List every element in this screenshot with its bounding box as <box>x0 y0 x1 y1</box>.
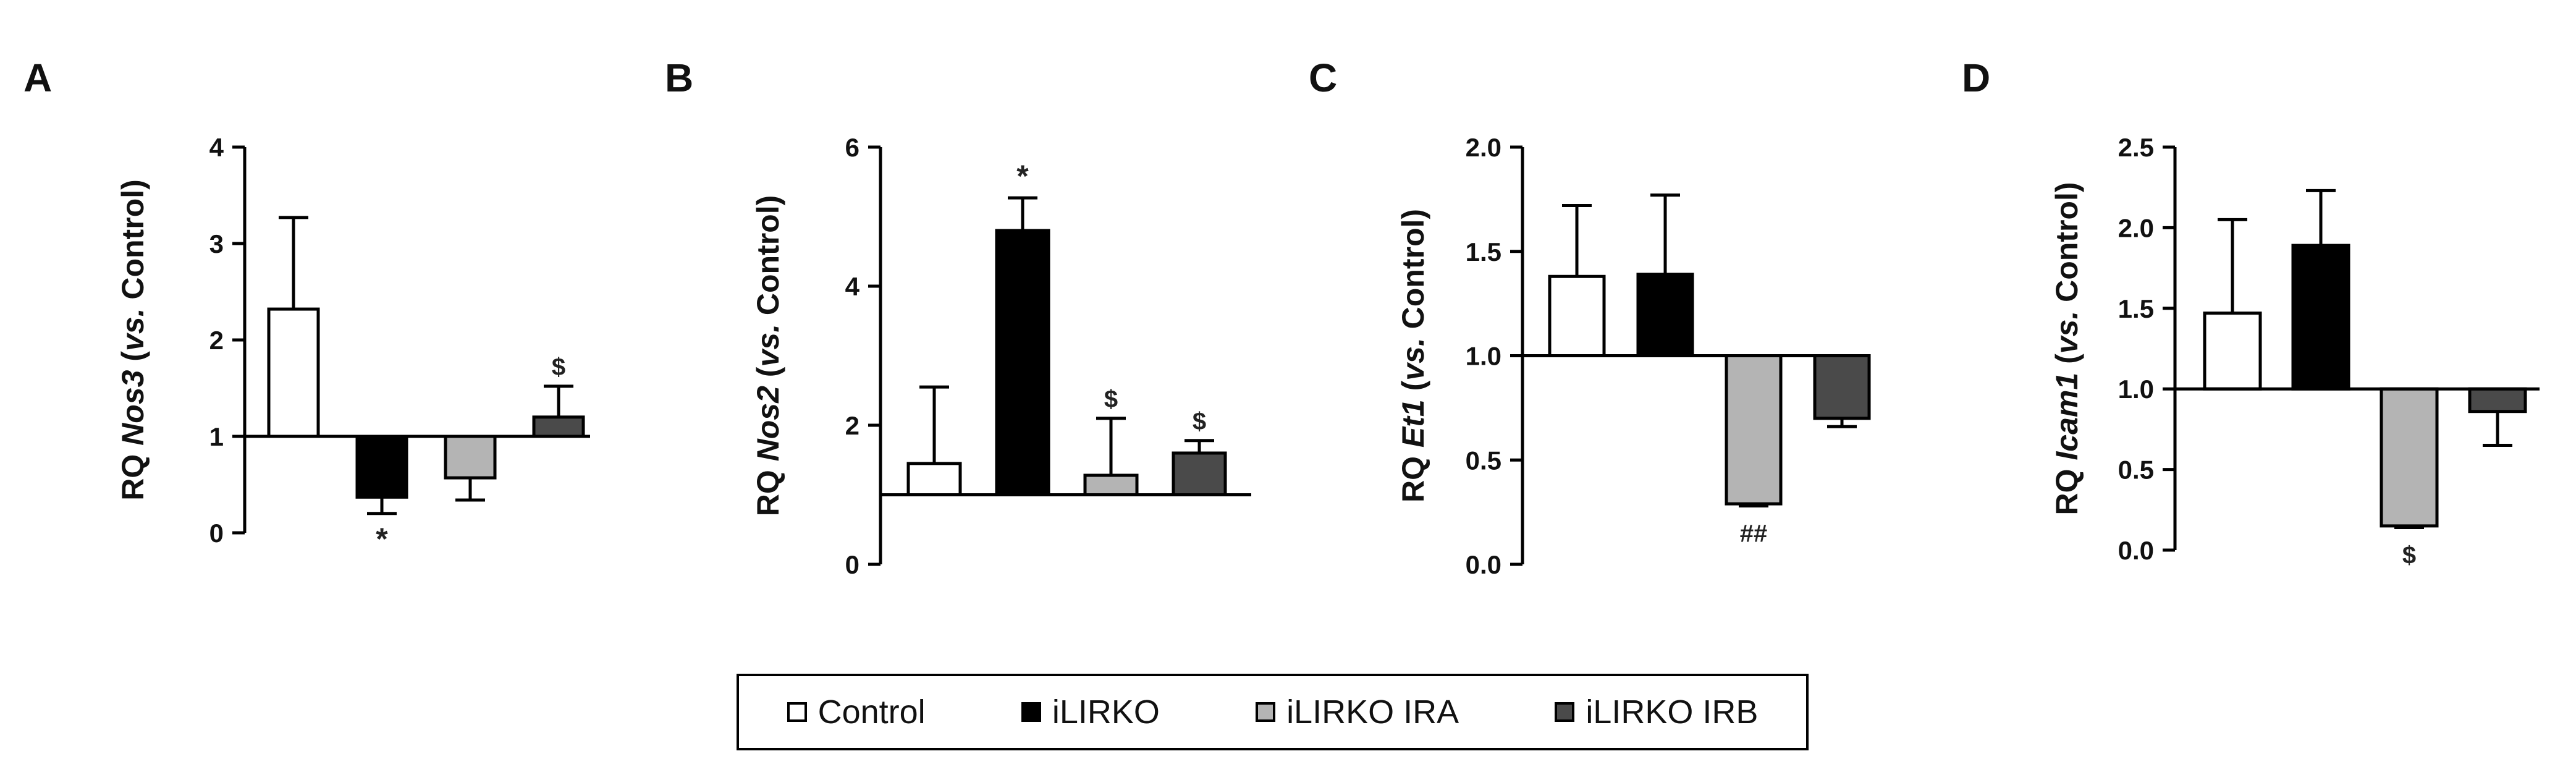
bar <box>2291 244 2350 391</box>
bar <box>2203 312 2262 391</box>
legend-item-ilirko-ira: iLIRKO IRA <box>1256 693 1459 731</box>
bar <box>532 415 585 438</box>
y-tick-label: 2.0 <box>2118 213 2154 242</box>
bar <box>2380 387 2439 528</box>
bar <box>1725 354 1783 506</box>
panel-a: A 0 1 2 3 4 RQ Nos3 (vs. Control) * $ <box>23 56 590 556</box>
annotation: * <box>376 522 388 556</box>
y-tick-label: 0.0 <box>1466 550 1501 579</box>
legend-label-ilirko: iLIRKO <box>1052 694 1160 731</box>
annotation: $ <box>1104 386 1118 413</box>
legend-item-ilirko-irb: iLIRKO IRB <box>1555 693 1758 731</box>
panel-letter: D <box>1962 56 1990 100</box>
y-tick-label: 0.5 <box>2118 456 2154 485</box>
y-tick-label: 0.0 <box>2118 536 2154 565</box>
panel-letter: C <box>1309 56 1337 100</box>
y-tick-label: 2 <box>845 411 859 440</box>
y-axis-label: RQ Icam1 (vs. Control) <box>2050 182 2084 515</box>
bar <box>355 435 408 499</box>
legend-item-control: Control <box>787 693 926 731</box>
y-tick-label: 0.5 <box>1466 446 1501 475</box>
legend-item-ilirko: iLIRKO <box>1021 693 1160 731</box>
y-tick-label: 6 <box>845 133 859 162</box>
panel-b: B 0 2 4 6 RQ Nos2 (vs. Control) * $ $ <box>665 56 1251 579</box>
y-tick-label: 2 <box>209 326 224 355</box>
y-tick-label: 1.5 <box>2118 294 2154 323</box>
panel-d: D 0.0 0.5 1.0 1.5 2.0 2.5 RQ Icam1 (vs. Control… <box>1962 56 2540 569</box>
y-tick-label: 1.0 <box>1466 342 1501 371</box>
bar <box>1548 274 1606 357</box>
y-tick-label: 1.5 <box>1466 237 1501 266</box>
annotation: $ <box>2402 541 2416 569</box>
y-tick-label: 0 <box>845 550 859 579</box>
legend-swatch-ilirko-ira <box>1256 702 1276 722</box>
y-tick-label: 1.0 <box>2118 375 2154 404</box>
y-axis-label: RQ Nos2 (vs. Control) <box>751 195 785 517</box>
bar <box>2468 387 2527 414</box>
annotation: ## <box>1740 520 1768 548</box>
panel-letter: A <box>23 56 52 100</box>
y-tick-label: 2.0 <box>1466 133 1501 162</box>
bar <box>1813 354 1871 420</box>
y-tick-label: 4 <box>209 133 224 162</box>
legend-label-control: Control <box>817 694 926 731</box>
bar <box>1083 473 1139 496</box>
panel-c: C 0.0 0.5 1.0 1.5 2.0 RQ Et1 (vs. Control) ## <box>1309 56 1871 579</box>
annotation: $ <box>552 354 565 381</box>
annotation: $ <box>1193 408 1206 435</box>
legend: Control iLIRKO iLIRKO IRA iLIRKO IRB <box>737 674 1809 750</box>
bar <box>444 435 497 480</box>
legend-label-ilirko-ira: iLIRKO IRA <box>1286 694 1459 731</box>
y-tick-label: 2.5 <box>2118 133 2154 162</box>
y-tick-label: 0 <box>209 519 224 548</box>
annotation: * <box>1016 159 1029 193</box>
legend-swatch-ilirko <box>1021 702 1041 722</box>
legend-swatch-ilirko-irb <box>1555 702 1575 722</box>
legend-swatch-control <box>787 702 807 722</box>
y-tick-label: 3 <box>209 229 224 258</box>
y-tick-label: 1 <box>209 422 224 451</box>
y-axis-label: RQ Et1 (vs. Control) <box>1396 209 1430 503</box>
bar <box>995 229 1050 496</box>
bar <box>1172 451 1227 496</box>
panel-letter: B <box>665 56 693 100</box>
y-tick-label: 4 <box>845 272 860 301</box>
y-axis-label: RQ Nos3 (vs. Control) <box>116 179 150 501</box>
legend-label-ilirko-irb: iLIRKO IRB <box>1586 694 1759 731</box>
bar <box>1636 273 1694 357</box>
bar <box>906 462 962 496</box>
bar <box>267 307 320 438</box>
